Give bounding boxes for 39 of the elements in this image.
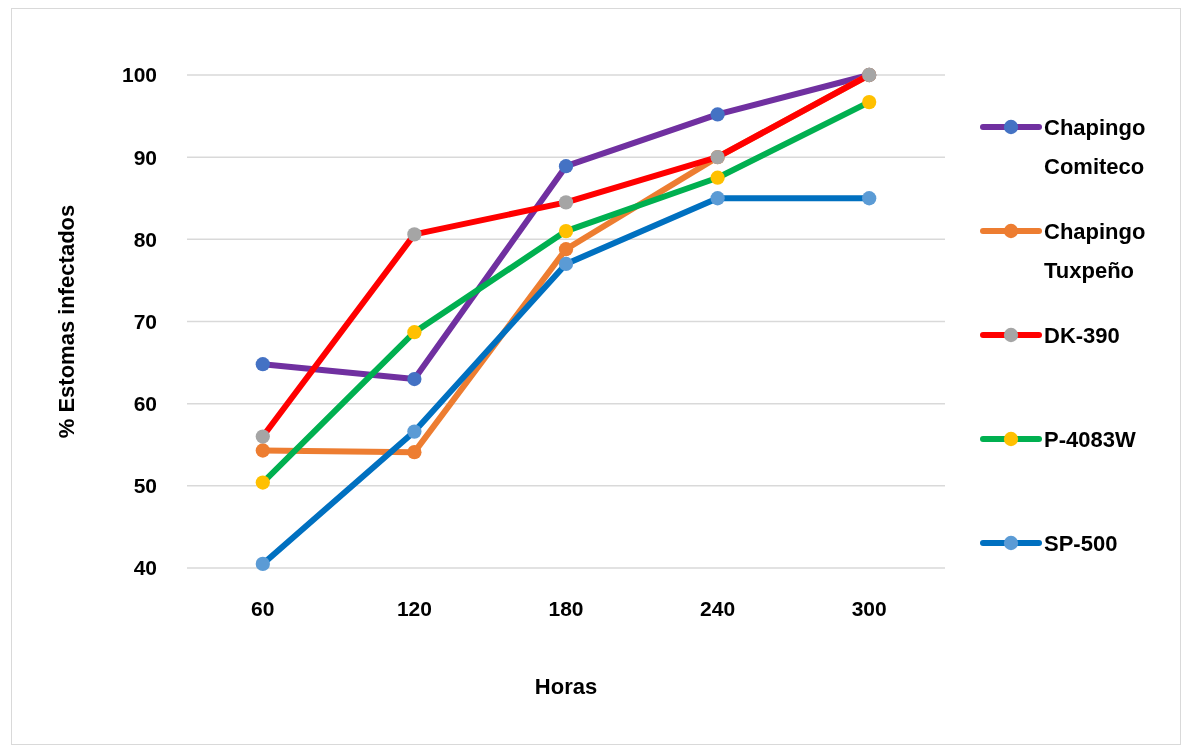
y-axis-title: % Estomas infectados: [53, 204, 79, 439]
point: [407, 445, 422, 460]
point: [255, 443, 270, 458]
x-axis-title: Horas: [534, 673, 598, 699]
point: [407, 371, 422, 387]
point: [255, 475, 270, 490]
y-tick-label: 50: [133, 474, 157, 498]
x-tick-label: 300: [851, 597, 887, 621]
legend-label: DK-390: [1044, 322, 1120, 348]
y-tick-label: 90: [133, 145, 157, 169]
y-tick-label: 70: [133, 309, 157, 333]
x-tick-label: 180: [548, 597, 584, 621]
x-tick-label: 120: [396, 597, 432, 621]
point: [710, 107, 725, 122]
point: [558, 242, 574, 257]
y-tick-label: 80: [133, 227, 157, 251]
point: [407, 227, 422, 242]
y-tick-label: 60: [133, 392, 157, 416]
x-tick-label: 240: [700, 597, 736, 621]
point: [255, 556, 270, 572]
point: [255, 429, 270, 444]
y-tick-label: 40: [133, 556, 157, 580]
point: [710, 191, 725, 206]
point: [862, 94, 877, 110]
point: [407, 424, 422, 439]
point: [558, 195, 574, 210]
legend-label: P-4083W: [1044, 426, 1136, 452]
point: [710, 170, 725, 185]
point: [255, 357, 270, 372]
point: [558, 223, 574, 239]
point: [558, 256, 574, 272]
point: [862, 191, 877, 206]
legend-label: Chapingo Tuxpeño: [1044, 218, 1146, 284]
point: [558, 159, 574, 174]
legend-label: Chapingo Comiteco: [1044, 114, 1146, 180]
x-tick-label: 60: [251, 597, 275, 621]
point: [407, 325, 422, 340]
legend-label: SP-500: [1044, 530, 1118, 556]
y-tick-label: 100: [121, 63, 157, 87]
